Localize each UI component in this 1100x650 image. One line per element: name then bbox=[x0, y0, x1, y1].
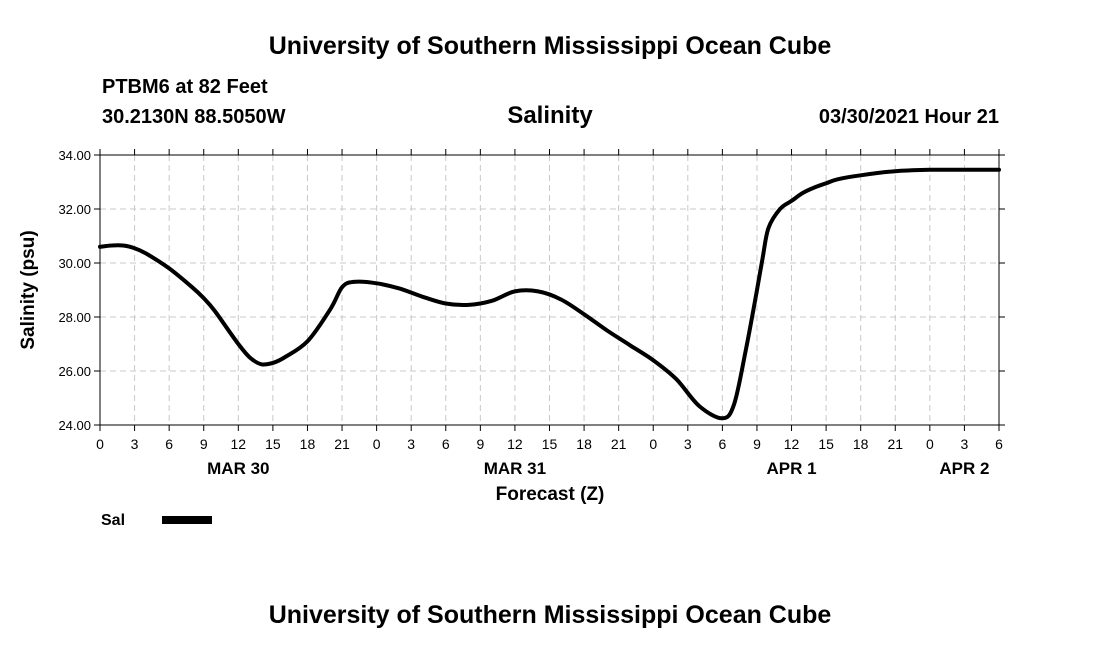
x-tick-label: 3 bbox=[131, 436, 139, 452]
x-date-label: MAR 31 bbox=[484, 459, 546, 478]
y-tick-label: 32.00 bbox=[58, 202, 91, 217]
y-tick-label: 28.00 bbox=[58, 310, 91, 325]
x-tick-label: 3 bbox=[407, 436, 415, 452]
chart-title-bottom: University of Southern Mississippi Ocean… bbox=[268, 601, 832, 629]
station-label: PTBM6 at 82 Feet bbox=[102, 76, 268, 98]
chart-title-top: University of Southern Mississippi Ocean… bbox=[268, 32, 832, 60]
x-tick-label: 6 bbox=[718, 436, 726, 452]
x-tick-label: 15 bbox=[818, 436, 834, 452]
x-tick-label: 21 bbox=[887, 436, 903, 452]
chart-variable-title: Salinity bbox=[507, 102, 593, 129]
x-tick-label: 12 bbox=[231, 436, 247, 452]
x-tick-label: 15 bbox=[542, 436, 558, 452]
x-tick-label: 0 bbox=[96, 436, 104, 452]
x-tick-label: 3 bbox=[684, 436, 692, 452]
x-axis-title: Forecast (Z) bbox=[496, 484, 605, 505]
x-axis-date-labels: MAR 30 MAR 31 APR 1 APR 2 bbox=[207, 459, 989, 478]
legend-label-sal: Sal bbox=[101, 512, 125, 529]
x-tick-label: 18 bbox=[300, 436, 316, 452]
y-tick-label: 34.00 bbox=[58, 148, 91, 163]
forecast-datetime: 03/30/2021 Hour 21 bbox=[818, 106, 999, 128]
x-date-label: MAR 30 bbox=[207, 459, 269, 478]
x-tick-label: 21 bbox=[334, 436, 350, 452]
x-tick-label: 15 bbox=[265, 436, 281, 452]
y-tick-label: 26.00 bbox=[58, 364, 91, 379]
y-tick-label: 24.00 bbox=[58, 418, 91, 433]
x-tick-label: 18 bbox=[576, 436, 592, 452]
legend: Sal bbox=[101, 512, 212, 529]
x-date-label: APR 1 bbox=[766, 459, 816, 478]
x-tick-label: 21 bbox=[611, 436, 627, 452]
y-axis-title: Salinity (psu) bbox=[18, 230, 39, 349]
x-tick-label: 0 bbox=[926, 436, 934, 452]
x-tick-label: 18 bbox=[853, 436, 869, 452]
series-line-sal bbox=[98, 167, 1001, 421]
y-tick-label: 30.00 bbox=[58, 256, 91, 271]
x-tick-label: 0 bbox=[649, 436, 657, 452]
x-tick-label: 12 bbox=[507, 436, 523, 452]
x-tick-label: 0 bbox=[373, 436, 381, 452]
x-tick-label: 9 bbox=[200, 436, 208, 452]
grid-lines bbox=[100, 155, 999, 425]
x-axis-ticks: 0 3 6 9 12 15 18 21 0 3 6 9 12 15 18 21 0 3 6 9 12 15 18 21 0 3 6 bbox=[96, 149, 1003, 452]
x-tick-label: 3 bbox=[961, 436, 969, 452]
y-axis-ticks: 24.00 26.00 28.00 30.00 32.00 34.00 bbox=[58, 148, 1005, 433]
x-tick-label: 9 bbox=[753, 436, 761, 452]
x-tick-label: 6 bbox=[995, 436, 1003, 452]
x-date-label: APR 2 bbox=[939, 459, 989, 478]
x-tick-label: 6 bbox=[442, 436, 450, 452]
x-tick-label: 12 bbox=[784, 436, 800, 452]
x-tick-label: 6 bbox=[165, 436, 173, 452]
x-tick-label: 9 bbox=[476, 436, 484, 452]
coordinates-label: 30.2130N 88.5050W bbox=[102, 106, 286, 128]
